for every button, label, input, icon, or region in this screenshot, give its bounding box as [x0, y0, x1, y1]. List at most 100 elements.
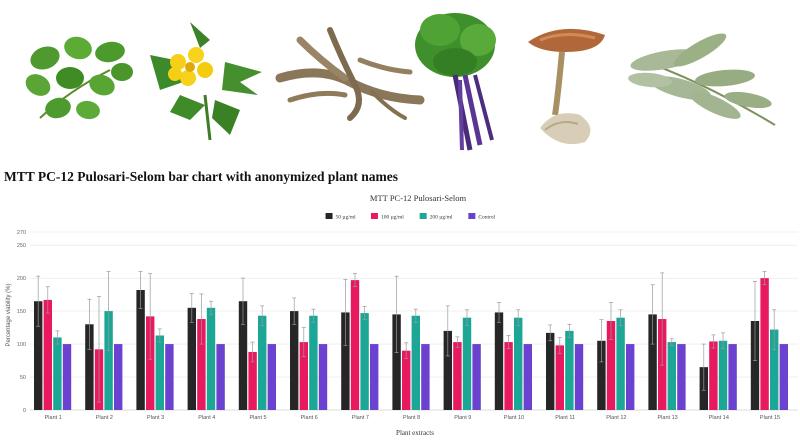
herb-with-purple-roots-photo — [415, 13, 496, 151]
bar — [53, 337, 62, 410]
legend-label: 50 µg/ml — [336, 215, 357, 221]
x-tick-label: Plant 9 — [454, 415, 471, 421]
bar — [258, 315, 267, 410]
bar — [248, 351, 257, 410]
bar — [728, 344, 737, 410]
bar — [648, 314, 657, 410]
x-tick-label: Plant 4 — [198, 415, 215, 421]
bar — [574, 344, 584, 410]
x-tick-label: Plant 7 — [352, 415, 369, 421]
sage-sprig-photo — [628, 33, 776, 126]
x-tick-label: Plant 8 — [403, 415, 420, 421]
bar — [411, 315, 420, 410]
bar — [197, 319, 206, 410]
legend-swatch — [325, 213, 333, 219]
x-axis-ticks: Plant 1 Plant 2 Plant 3 Plant 4 Plant 5 Plant… — [45, 415, 780, 421]
leaf-cluster-photo — [25, 36, 133, 120]
y-tick-label: 100 — [17, 342, 26, 348]
bar — [514, 317, 523, 410]
x-tick-label: Plant 10 — [504, 415, 524, 421]
bar — [555, 345, 564, 410]
bar — [206, 307, 216, 410]
y-axis-label: Percentage viability (%) — [6, 283, 12, 346]
bar — [392, 314, 401, 410]
bar — [370, 344, 379, 410]
bar — [523, 344, 532, 410]
x-tick-label: Plant 13 — [658, 415, 678, 421]
legend-label: 100 µg/ml — [381, 215, 404, 221]
bar — [318, 344, 328, 410]
legend-swatch — [419, 213, 427, 219]
bar — [443, 330, 452, 410]
bar — [709, 341, 718, 410]
y-tick-label: 200 — [17, 276, 26, 282]
mushroom-photo — [528, 28, 605, 145]
chart-legend: 50 µg/ml 100 µg/ml 200 µg/ml Control — [325, 213, 496, 221]
bar — [597, 340, 606, 410]
bar — [750, 321, 760, 410]
x-axis-label: Plant extracts — [396, 429, 434, 437]
legend-label: 200 µg/ml — [430, 215, 453, 221]
dried-root-photo — [275, 27, 425, 121]
bar — [546, 332, 555, 410]
bar — [85, 324, 94, 410]
bar — [238, 301, 248, 410]
bar — [309, 315, 318, 410]
bar — [43, 299, 52, 410]
bar — [626, 344, 635, 410]
page-title: MTT PC-12 Pulosari-Selom bar chart with … — [4, 169, 399, 184]
bar — [718, 340, 728, 410]
chart-title: MTT PC-12 Pulosari-Selom — [370, 193, 467, 203]
x-tick-label: Plant 2 — [96, 415, 113, 421]
plant-photo-strip — [25, 13, 776, 151]
bar — [299, 342, 308, 410]
bar — [350, 280, 360, 410]
bar — [565, 330, 574, 410]
bar — [114, 344, 123, 410]
x-tick-label: Plant 5 — [249, 415, 266, 421]
bar — [360, 313, 369, 410]
bar — [165, 344, 174, 410]
bar — [187, 307, 196, 410]
legend-label: Control — [478, 215, 495, 221]
y-tick-label: 270 — [17, 230, 26, 236]
x-tick-label: Plant 12 — [606, 415, 626, 421]
x-tick-label: Plant 11 — [555, 415, 575, 421]
bar — [402, 350, 411, 410]
bar — [104, 311, 113, 410]
bar — [472, 344, 481, 410]
bar — [494, 312, 504, 410]
yellow-flower-plant-photo — [150, 22, 262, 141]
bar — [136, 290, 145, 410]
bar — [341, 312, 350, 410]
bar — [290, 311, 299, 410]
x-tick-label: Plant 3 — [147, 415, 164, 421]
x-tick-label: Plant 15 — [760, 415, 780, 421]
error-bars — [36, 271, 777, 403]
bar — [216, 344, 225, 410]
y-tick-label: 0 — [23, 408, 26, 414]
y-tick-label: 50 — [20, 375, 26, 381]
bar — [453, 342, 462, 410]
bar — [421, 344, 430, 410]
bar — [462, 317, 472, 410]
bar — [34, 301, 43, 410]
bar-chart: MTT PC-12 Pulosari-Selom 50 µg/ml 100 µg/… — [6, 193, 798, 437]
bar — [677, 344, 686, 410]
bar — [779, 344, 788, 410]
bar — [155, 335, 164, 410]
bar — [606, 321, 616, 410]
bar — [504, 342, 513, 410]
bar — [616, 317, 625, 410]
y-axis-ticks: 0 50 100 150 200 250 270 — [17, 230, 26, 414]
bar — [146, 316, 155, 410]
x-tick-label: Plant 6 — [301, 415, 318, 421]
bar — [770, 329, 779, 410]
x-tick-label: Plant 1 — [45, 415, 62, 421]
bar — [62, 344, 72, 410]
y-tick-label: 150 — [17, 309, 26, 315]
bar — [667, 342, 676, 410]
bar — [760, 278, 769, 410]
y-tick-label: 250 — [17, 243, 26, 249]
legend-swatch — [370, 213, 378, 219]
